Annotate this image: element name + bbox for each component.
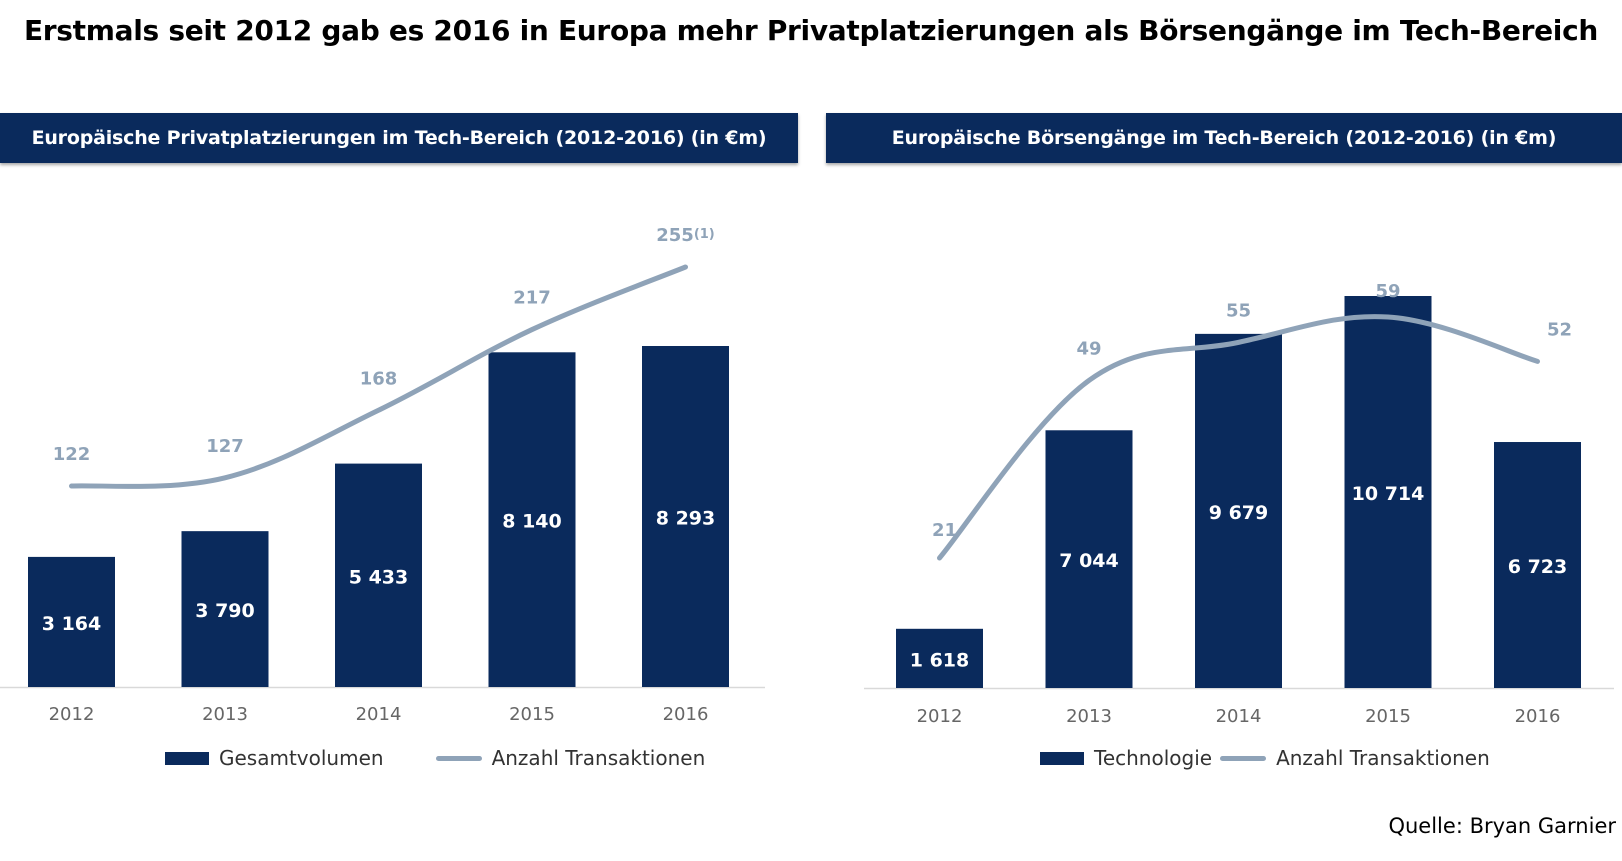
- line-value-label: 255(1): [656, 225, 715, 246]
- x-tick-label: 2014: [1216, 706, 1262, 727]
- bar: [642, 346, 729, 687]
- transactions-line: [937, 314, 1540, 561]
- line-value-label: 168: [360, 368, 398, 389]
- line-value-label: 217: [513, 288, 551, 309]
- legend-label: Technologie: [1094, 746, 1213, 770]
- footnote-marker: (1): [694, 227, 715, 242]
- bar: [1195, 333, 1282, 688]
- legend-bar-swatch: [165, 751, 209, 765]
- bar: [181, 531, 269, 687]
- legend-line-swatch: [1220, 755, 1267, 761]
- x-tick-label: 2013: [202, 704, 248, 725]
- legend-item-bar: Gesamtvolumen: [165, 746, 384, 770]
- left-chart-header: Europäische Privatplatzierungen im Tech-…: [0, 113, 798, 163]
- x-tick-label: 2014: [356, 704, 402, 725]
- bar: [1494, 442, 1581, 688]
- bar-value-label: 7 044: [1059, 550, 1119, 572]
- bar-value-label: 1 618: [910, 649, 970, 671]
- legend-label: Gesamtvolumen: [219, 746, 384, 770]
- bar: [28, 556, 115, 687]
- bar: [1344, 296, 1432, 688]
- line-value-label: 55: [1226, 300, 1251, 321]
- bar-value-label: 8 140: [502, 511, 562, 533]
- legend-line-swatch: [435, 755, 482, 761]
- right-legend: Technologie Anzahl Transaktionen: [1040, 746, 1490, 770]
- source-note: Quelle: Bryan Garnier: [1388, 814, 1616, 838]
- left-chart-title: Europäische Privatplatzierungen im Tech-…: [31, 127, 767, 149]
- bar-value-label: 9 679: [1209, 502, 1269, 524]
- right-chart-title: Europäische Börsengänge im Tech-Bereich …: [891, 127, 1557, 149]
- line-value-label: 21: [932, 520, 957, 541]
- legend-item-line: Anzahl Transaktionen: [435, 746, 706, 770]
- x-tick-label: 2013: [1066, 706, 1112, 727]
- legend-bar-swatch: [1040, 751, 1084, 765]
- bar-value-label: 8 293: [656, 508, 716, 530]
- line-value-label: 122: [53, 444, 91, 465]
- x-tick-label: 2015: [1365, 706, 1411, 727]
- legend-item-line: Anzahl Transaktionen: [1220, 746, 1490, 770]
- legend-label: Anzahl Transaktionen: [491, 746, 706, 770]
- line-value-label: 52: [1547, 319, 1572, 340]
- line-value-label: 49: [1076, 338, 1101, 359]
- bar-value-label: 10 714: [1352, 483, 1425, 505]
- x-tick-label: 2016: [1515, 706, 1561, 727]
- line-value-label: 59: [1375, 281, 1400, 302]
- bar: [1045, 430, 1133, 688]
- bar: [896, 628, 983, 688]
- main-title: Erstmals seit 2012 gab es 2016 in Europa…: [23, 14, 1599, 47]
- x-tick-label: 2012: [49, 704, 95, 725]
- line-value-label: 127: [206, 436, 244, 457]
- x-tick-label: 2012: [917, 706, 963, 727]
- bar: [488, 352, 576, 687]
- bar-value-label: 5 433: [349, 566, 409, 588]
- transactions-line: [69, 264, 688, 489]
- bar-value-label: 3 790: [195, 600, 255, 622]
- bar: [335, 463, 422, 687]
- x-tick-label: 2015: [509, 704, 555, 725]
- x-tick-label: 2016: [663, 704, 709, 725]
- legend-label: Anzahl Transaktionen: [1276, 746, 1490, 770]
- bar-value-label: 6 723: [1508, 556, 1568, 578]
- legend-item-bar: Technologie: [1040, 746, 1212, 770]
- bar-value-label: 3 164: [42, 613, 102, 635]
- right-chart-header: Europäische Börsengänge im Tech-Bereich …: [826, 113, 1622, 163]
- left-legend: Gesamtvolumen Anzahl Transaktionen: [165, 746, 705, 770]
